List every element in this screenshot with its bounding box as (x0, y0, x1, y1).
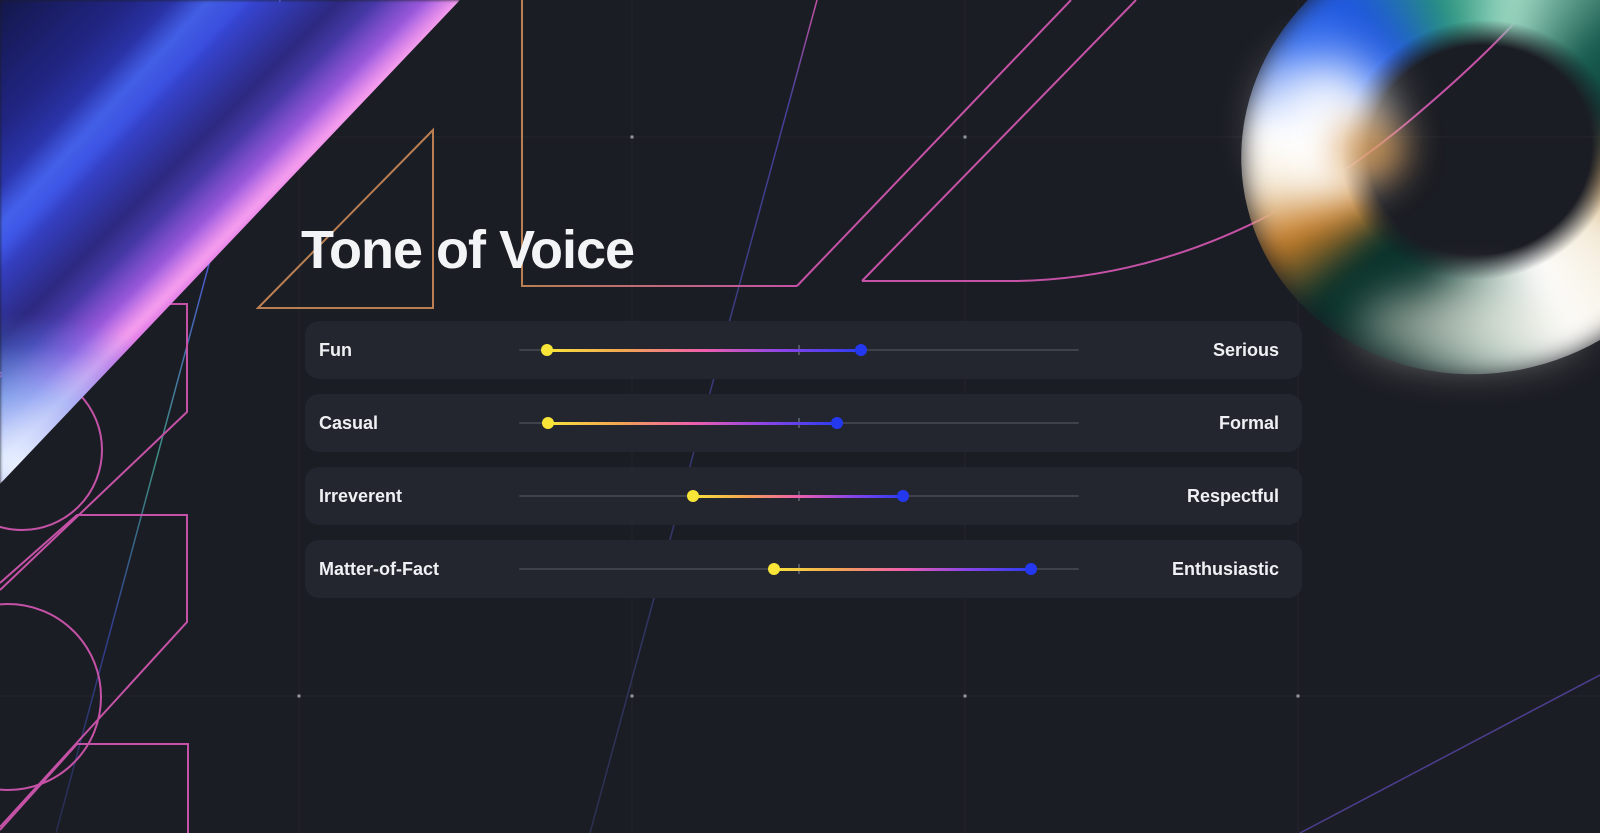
tone-left-label: Fun (319, 339, 352, 360)
slider-handle-end[interactable] (897, 490, 910, 502)
tone-row-card: Matter-of-Fact Enthusiastic (305, 540, 1302, 598)
slider-handle-end[interactable] (1024, 563, 1037, 575)
tone-right-label: Respectful (1186, 485, 1279, 506)
tone-range-slider[interactable] (519, 467, 1079, 525)
tone-left-label: Matter-of-Fact (319, 558, 439, 579)
tone-row-card: Casual Formal (305, 394, 1302, 452)
tone-range-slider[interactable] (519, 540, 1079, 598)
tone-slider-list: Fun Serious Casual Formal Irreverent (305, 321, 1302, 613)
slider-handle-end[interactable] (831, 417, 844, 429)
slider-handle-start[interactable] (541, 344, 553, 356)
slider-handle-start[interactable] (542, 417, 555, 429)
slider-range (547, 348, 862, 352)
slider-range (773, 567, 1031, 571)
slider-handle-start[interactable] (687, 490, 700, 502)
tone-right-label: Enthusiastic (1171, 558, 1279, 579)
slider-range (548, 421, 838, 425)
tone-range-slider[interactable] (519, 394, 1079, 452)
tone-left-label: Irreverent (319, 485, 403, 506)
tone-range-slider[interactable] (519, 321, 1079, 379)
slider-range (693, 494, 904, 498)
tone-right-label: Serious (1212, 339, 1279, 360)
tone-right-label: Formal (1218, 412, 1279, 433)
slider-handle-end[interactable] (855, 344, 868, 356)
tone-row-card: Fun Serious (305, 321, 1302, 379)
slider-handle-start[interactable] (767, 563, 780, 575)
tone-row-card: Irreverent Respectful (305, 467, 1302, 525)
tone-left-label: Casual (319, 412, 379, 433)
page-title: Tone of Voice (301, 220, 635, 280)
